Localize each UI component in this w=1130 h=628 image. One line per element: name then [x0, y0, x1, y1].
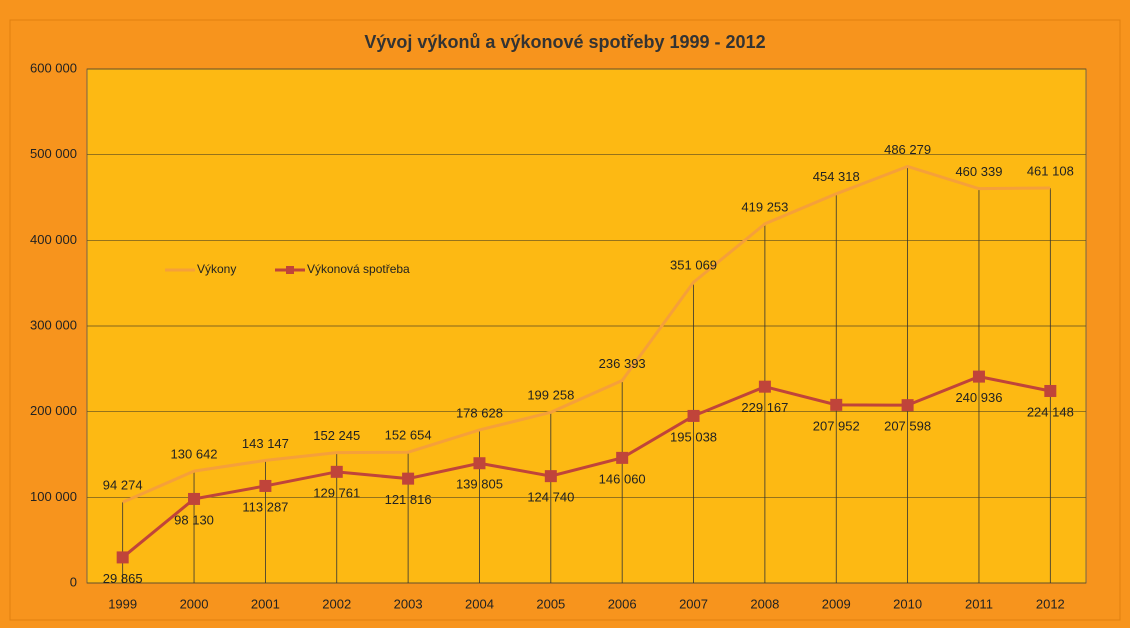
data-label: 152 654	[385, 428, 432, 443]
legend-label: Výkony	[197, 262, 236, 276]
data-label: 207 598	[884, 419, 931, 434]
x-tick-label: 2012	[1036, 596, 1065, 611]
x-tick-label: 2009	[822, 596, 851, 611]
marker	[687, 409, 700, 422]
x-tick-label: 2006	[608, 596, 637, 611]
x-tick-label: 2002	[322, 596, 351, 611]
marker	[473, 457, 486, 470]
data-label: 461 108	[1027, 163, 1074, 178]
y-tick-label: 500 000	[30, 146, 77, 161]
y-tick-label: 0	[70, 574, 77, 589]
data-label: 121 816	[385, 492, 432, 507]
marker	[544, 470, 557, 483]
x-tick-label: 2000	[180, 596, 209, 611]
marker	[758, 380, 771, 393]
data-label: 195 038	[670, 429, 717, 444]
x-tick-label: 2003	[394, 596, 423, 611]
series-line	[122, 164, 1051, 504]
marker	[830, 398, 843, 411]
data-label: 419 253	[741, 199, 788, 214]
marker	[330, 465, 343, 478]
marker	[188, 492, 201, 505]
marker	[901, 399, 914, 412]
x-tick-label: 2004	[465, 596, 494, 611]
data-label: 143 147	[242, 436, 289, 451]
data-label: 224 148	[1027, 404, 1074, 419]
data-label: 94 274	[103, 478, 143, 493]
marker	[116, 551, 129, 564]
data-label: 236 393	[599, 356, 646, 371]
marker	[259, 479, 272, 492]
y-tick-label: 600 000	[30, 60, 77, 75]
data-label: 454 318	[813, 169, 860, 184]
marker	[1044, 384, 1057, 397]
chart-title: Vývoj výkonů a výkonové spotřeby 1999 - …	[364, 32, 765, 52]
data-label: 98 130	[174, 512, 214, 527]
y-tick-label: 300 000	[30, 317, 77, 332]
data-label: 486 279	[884, 142, 931, 157]
data-label: 240 936	[955, 390, 1002, 405]
data-label: 207 952	[813, 418, 860, 433]
series-line	[121, 375, 1051, 559]
y-tick-label: 100 000	[30, 489, 77, 504]
data-label: 29 865	[103, 571, 143, 586]
y-tick-label: 400 000	[30, 232, 77, 247]
data-label: 152 245	[313, 428, 360, 443]
legend-marker	[286, 266, 294, 274]
x-tick-label: 2001	[251, 596, 280, 611]
data-label: 124 740	[527, 490, 574, 505]
y-tick-label: 200 000	[30, 403, 77, 418]
data-label: 113 287	[242, 499, 288, 514]
legend-label: Výkonová spotřeba	[307, 262, 410, 276]
data-label: 178 628	[456, 405, 503, 420]
x-tick-label: 2005	[536, 596, 565, 611]
data-label: 146 060	[599, 471, 646, 486]
data-label: 460 339	[955, 164, 1002, 179]
x-tick-label: 2007	[679, 596, 708, 611]
marker	[402, 472, 415, 485]
x-tick-label: 1999	[108, 596, 137, 611]
data-label: 130 642	[171, 447, 218, 462]
data-label: 129 761	[313, 485, 360, 500]
x-tick-label: 2008	[750, 596, 779, 611]
x-tick-label: 2010	[893, 596, 922, 611]
marker	[972, 370, 985, 383]
data-label: 199 258	[527, 388, 574, 403]
data-label: 351 069	[670, 258, 717, 273]
data-label: 139 805	[456, 477, 503, 492]
data-label: 229 167	[741, 400, 788, 415]
x-tick-label: 2011	[965, 596, 993, 611]
marker	[616, 451, 629, 464]
